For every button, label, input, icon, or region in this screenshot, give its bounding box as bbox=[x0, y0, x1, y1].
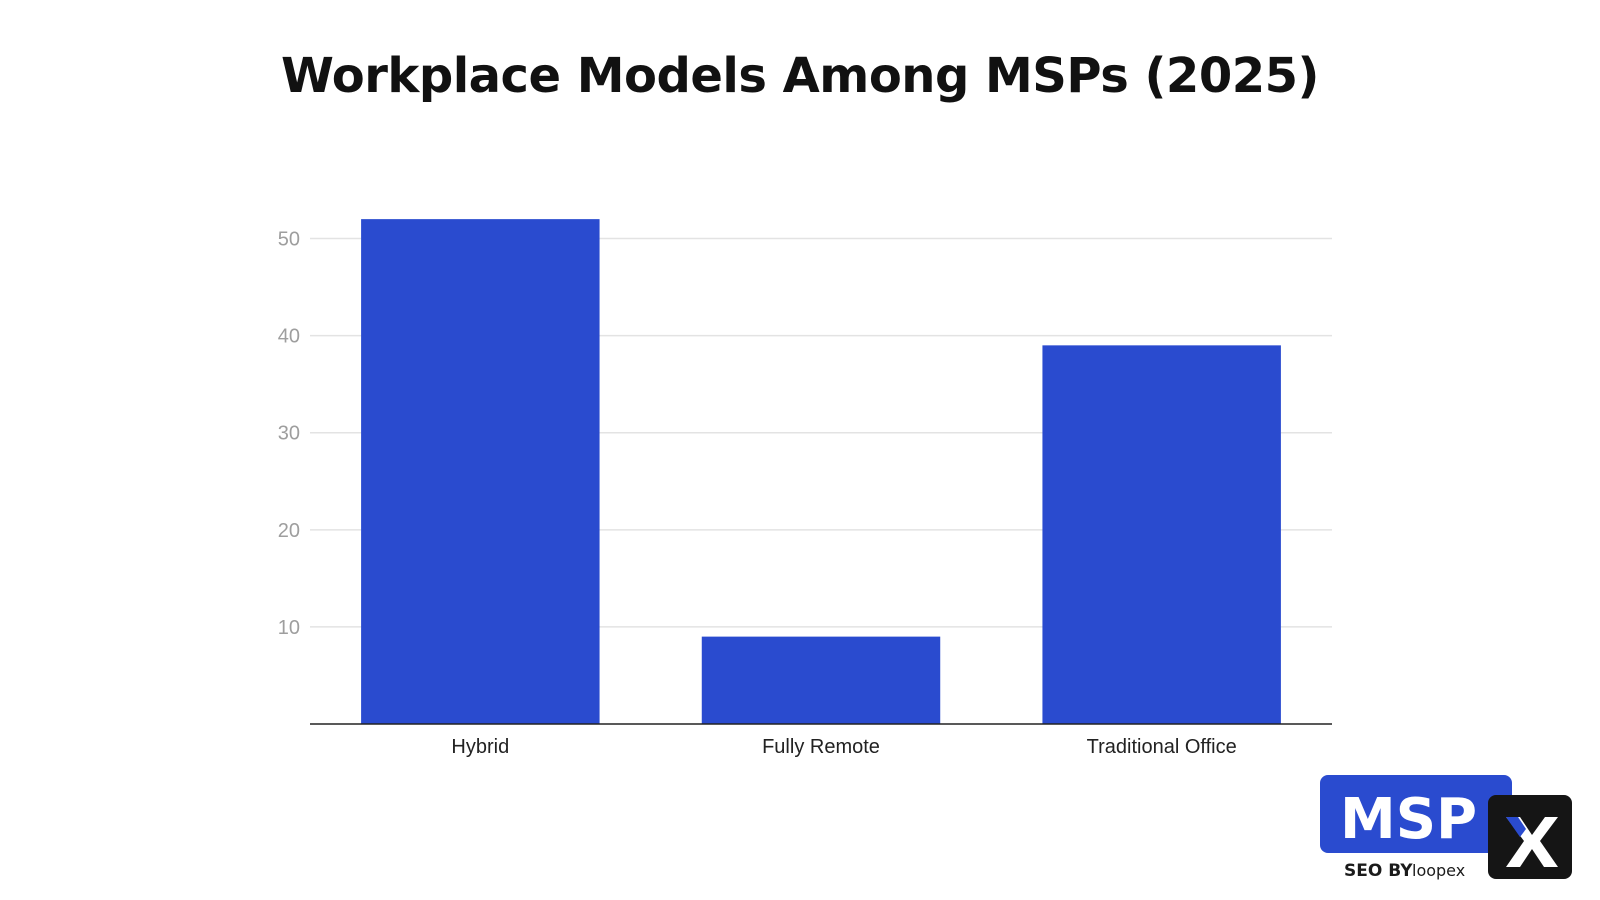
y-axis-ticks: 10 20 30 40 50 bbox=[278, 229, 300, 639]
y-tick-label: 30 bbox=[278, 423, 300, 445]
logo-msp-text: MSP bbox=[1340, 787, 1477, 852]
y-tick-label: 10 bbox=[278, 617, 300, 639]
chart-title: Workplace Models Among MSPs (2025) bbox=[281, 48, 1319, 104]
bar-hybrid bbox=[361, 219, 600, 725]
x-axis-categories: Hybrid Fully Remote Traditional Office bbox=[451, 736, 1236, 758]
x-category-label: Hybrid bbox=[451, 736, 509, 758]
y-tick-label: 20 bbox=[278, 520, 300, 542]
logo-brand-text: loopex bbox=[1412, 861, 1465, 880]
bar-traditional-office bbox=[1042, 345, 1281, 724]
msp-logo: MSP SEO BY loopex bbox=[1320, 775, 1572, 881]
bar-fully-remote bbox=[701, 636, 941, 724]
bars bbox=[361, 219, 1281, 725]
logo-seo-by-text: SEO BY bbox=[1344, 861, 1413, 881]
x-category-label: Traditional Office bbox=[1087, 736, 1237, 758]
y-tick-label: 40 bbox=[278, 326, 300, 348]
logo-x-icon bbox=[1506, 817, 1558, 867]
logo-msp-box bbox=[1320, 775, 1512, 853]
y-tick-label: 50 bbox=[278, 229, 300, 251]
x-category-label: Fully Remote bbox=[762, 736, 880, 758]
